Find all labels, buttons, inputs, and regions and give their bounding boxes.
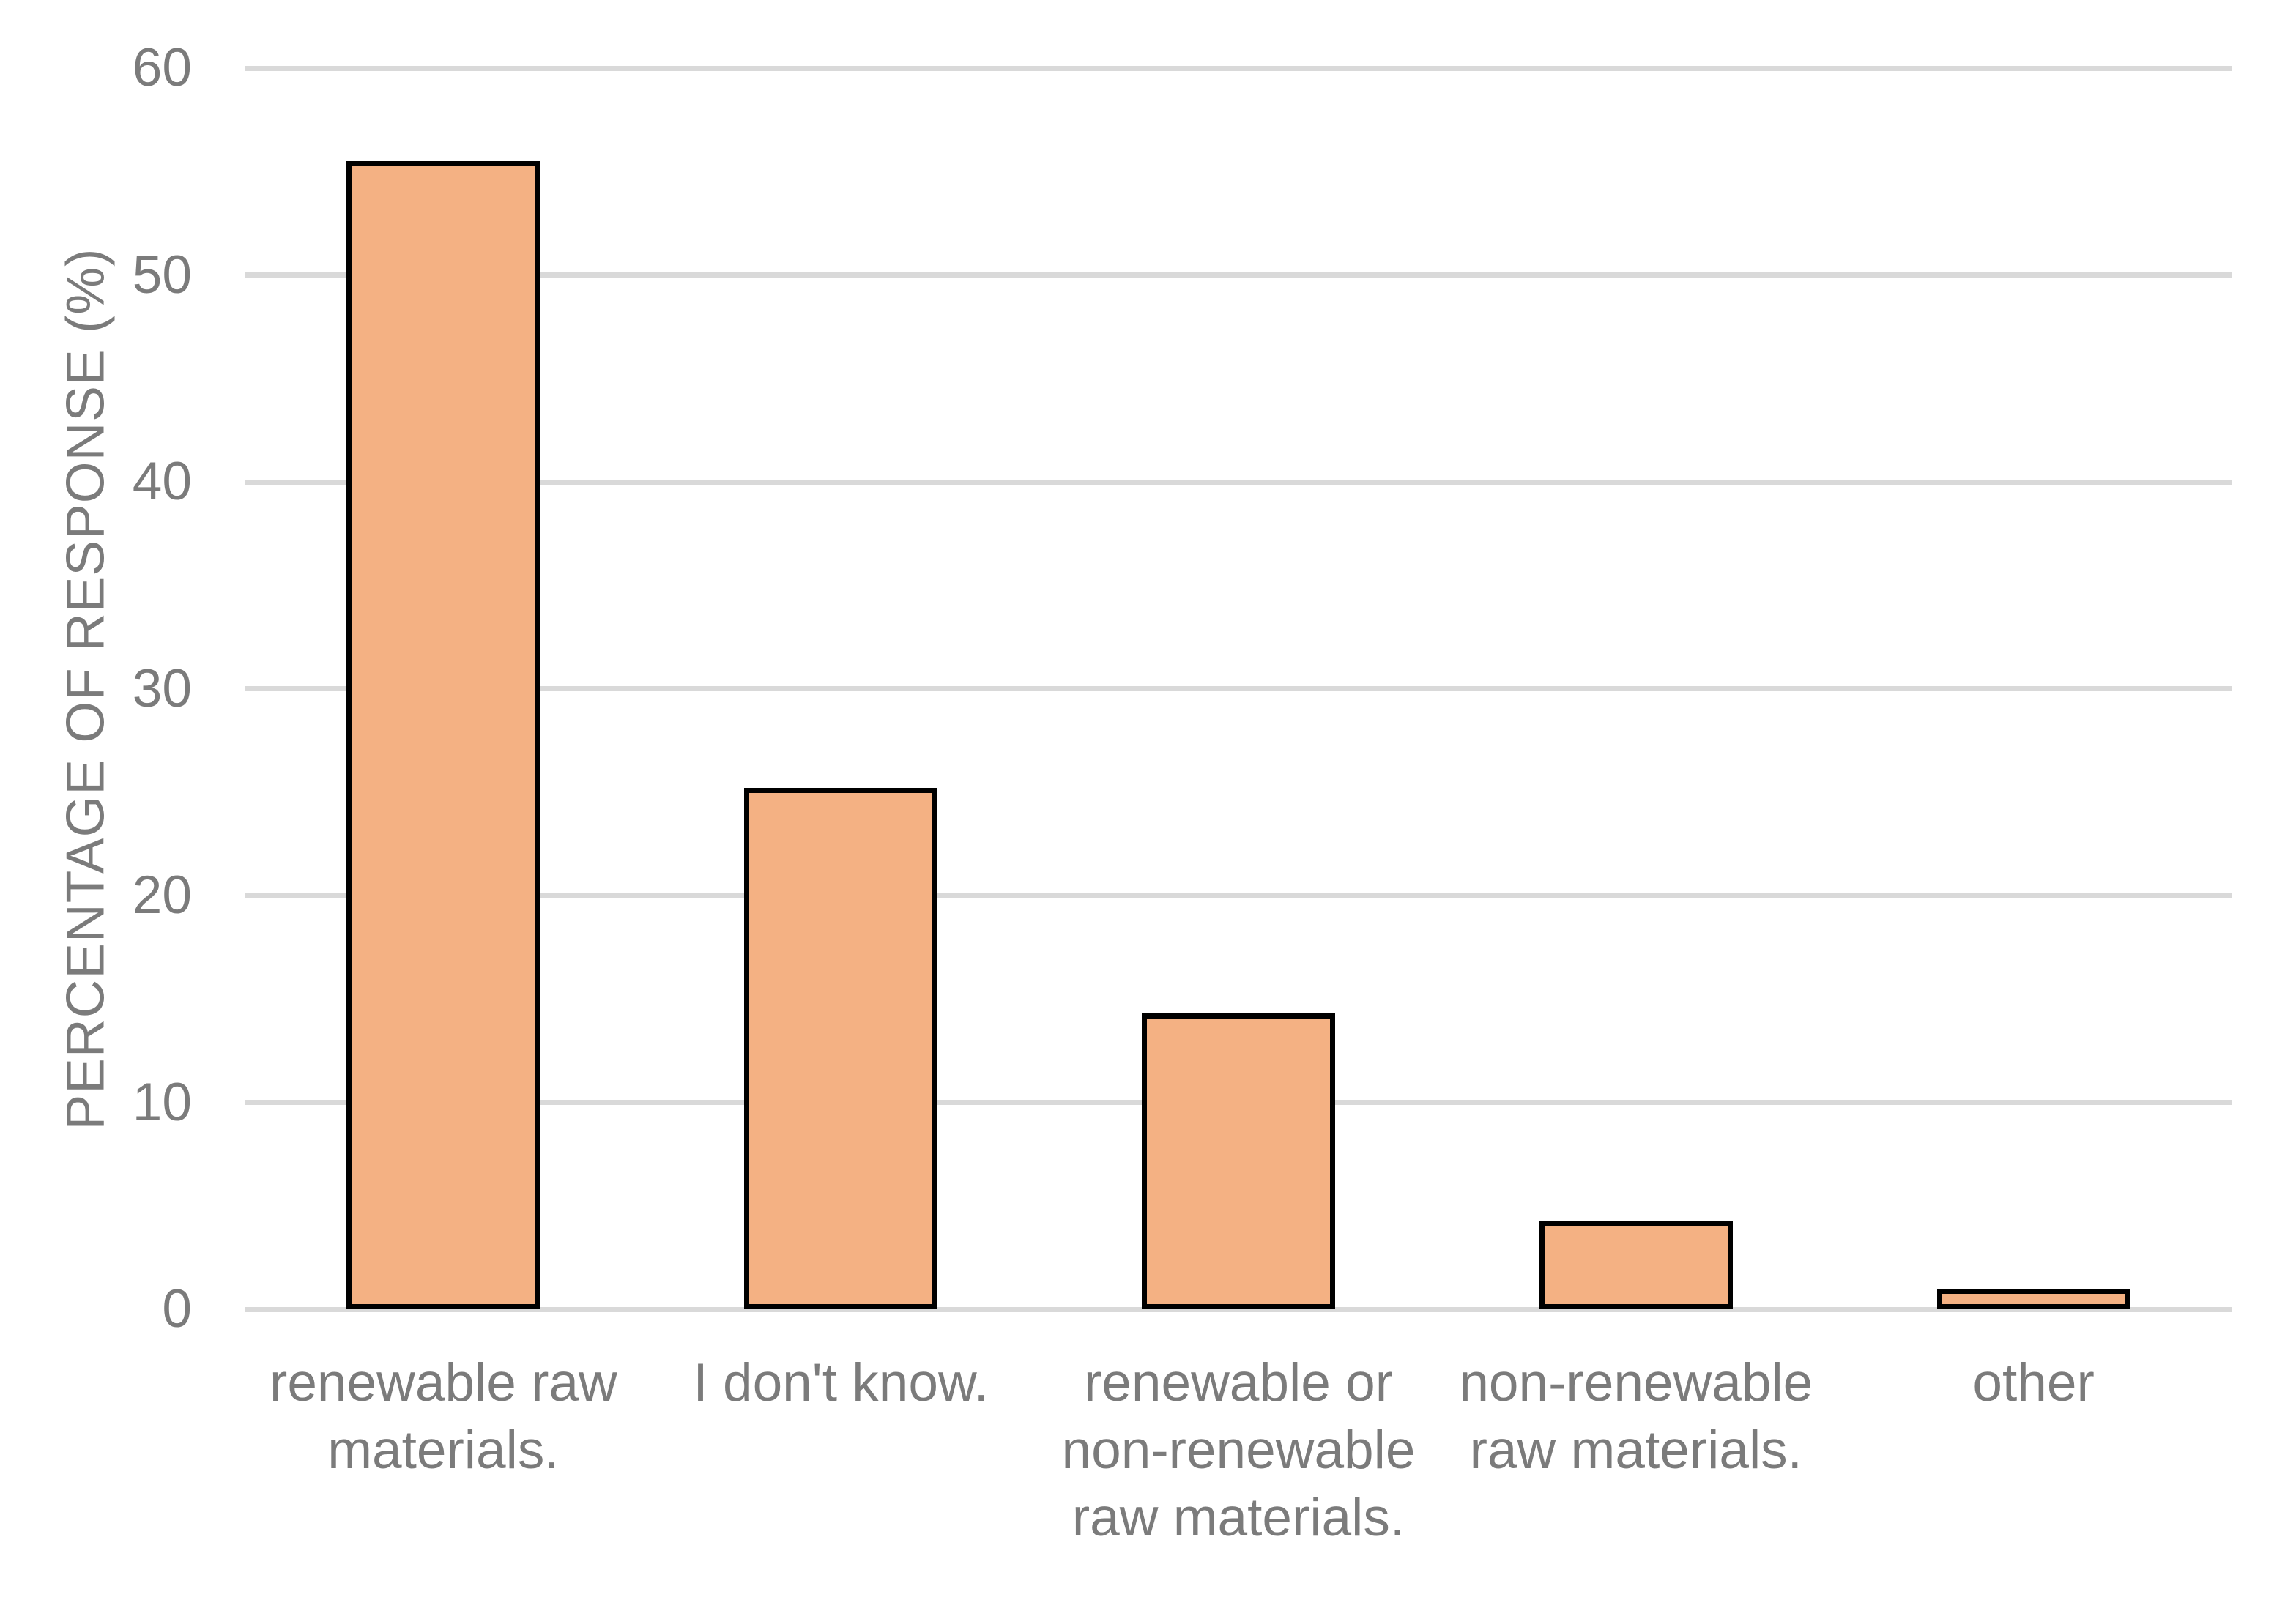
gridline-40 [245,479,2232,485]
bar-slot-5 [1835,68,2232,1309]
gridline-60 [245,65,2232,71]
x-axis-category-labels: renewable raw materials. I don't know. rene… [245,1350,2232,1552]
y-tick-label-30: 30 [132,658,192,718]
bar-2 [744,788,938,1309]
category-label-4: non-renewable raw materials. [1459,1353,1813,1480]
y-tick-label-20: 20 [132,865,192,926]
y-tick-label-40: 40 [132,452,192,512]
bar-slot-2 [642,68,1040,1309]
bar-5 [1936,1289,2130,1309]
y-tick-label-0: 0 [162,1279,192,1339]
category-label-2: I don't know. [693,1353,989,1412]
bars-layer [245,68,2232,1309]
y-tick-label-10: 10 [132,1072,192,1132]
bar-slot-3 [1040,68,1438,1309]
bar-4 [1539,1221,1733,1309]
y-tick-label-60: 60 [132,38,192,97]
gridline-0 [245,1306,2232,1312]
category-label-1: renewable raw materials. [270,1353,617,1480]
category-label-3: renewable or non-renewable raw materials. [1061,1353,1416,1547]
category-label-5: other [1972,1353,2095,1412]
bar-slot-4 [1437,68,1835,1309]
gridline-20 [245,893,2232,898]
bar-slot-1 [245,68,642,1309]
gridline-30 [245,686,2232,691]
y-axis-tick-labels: 0 10 20 30 40 50 60 [0,38,192,1339]
bar-3 [1141,1013,1335,1309]
y-tick-label-50: 50 [132,245,192,305]
bar-1 [346,161,540,1309]
gridline-50 [245,272,2232,278]
plot-area [245,65,2232,1312]
